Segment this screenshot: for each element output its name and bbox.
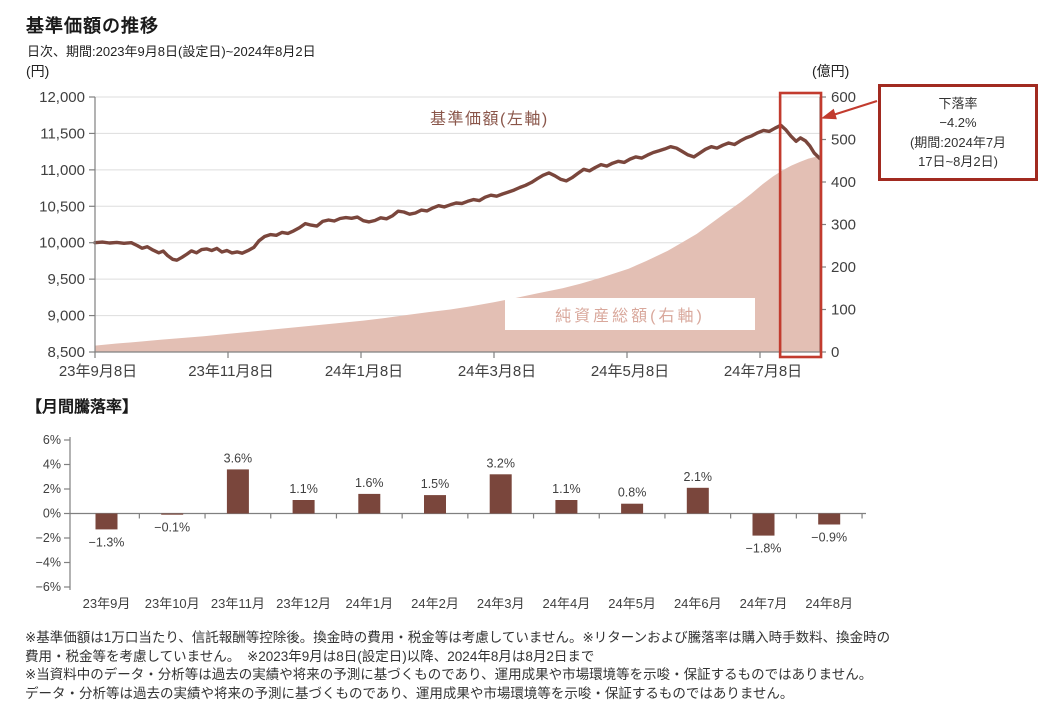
bar-category-label: 24年3月 [477,596,525,611]
footnote-line-3: ※当資料中のデータ・分析等は過去の実績や将来の予測に基づくものであり、運用成果や… [25,667,873,683]
right-axis-unit: (億円) [812,63,850,79]
bar [555,500,578,514]
bar-y-axis-tick-label: −2% [36,531,61,545]
bar-value-label: −1.8% [746,542,782,556]
footnotes: ※基準価額は1万口当たり、信託報酬等控除後。換金時の費用・税金等は考慮していませ… [25,629,1030,703]
bar-value-label: 3.6% [224,451,253,465]
left-axis-tick-label: 12,000 [39,89,85,106]
left-axis-tick-label: 10,500 [39,198,85,215]
bar [489,474,512,514]
right-axis-tick-label: 100 [831,302,856,319]
net-assets-series-label: 純資産総額(右軸) [505,298,755,330]
x-axis-tick-label: 24年1月8日 [325,363,403,380]
bar [95,513,118,530]
bar-category-label: 23年9月 [83,596,131,611]
bar-value-label: 0.8% [618,486,647,500]
x-axis-tick-label: 23年11月8日 [188,363,274,380]
nav-series-label: 基準価額(左軸) [430,111,549,128]
left-axis-tick-label: 8,500 [47,344,85,361]
footnote-line-2: 費用・税金等を考慮していません。 ※2023年9月は8日(設定日)以降、2024… [25,648,595,664]
x-axis-tick-label: 23年9月8日 [59,363,137,380]
bar [621,503,644,514]
right-axis-tick-label: 600 [831,89,856,106]
bar [226,469,249,514]
bar-y-axis-tick-label: −4% [36,556,61,570]
footnote-line-1: ※基準価額は1万口当たり、信託報酬等控除後。換金時の費用・税金等は考慮していませ… [25,630,891,645]
nav-chart-title: 基準価額の推移 [26,16,159,36]
bar-category-label: 24年5月 [608,596,656,611]
annotation-arrow-line [832,99,878,117]
annotation-arrow-head [821,108,837,120]
bar-category-label: 24年7月 [740,596,788,611]
bar-value-label: 1.1% [289,482,318,496]
left-axis-unit: (円) [26,63,50,79]
bar-category-label: 23年12月 [276,596,331,611]
x-axis-tick-label: 24年3月8日 [458,363,536,380]
x-axis-tick-label: 24年7月8日 [724,363,802,380]
bar-category-label: 24年2月 [411,596,459,611]
bar-category-label: 23年11月 [211,596,265,611]
left-axis-tick-label: 9,500 [47,271,85,288]
bar [686,487,709,514]
left-axis-tick-label: 10,000 [39,235,85,252]
drawdown-annotation-box: 下落率 −4.2% (期間:2024年7月 17日~8月2日) [878,84,1038,181]
bar-category-label: 24年4月 [543,596,591,611]
bar-value-label: −0.1% [154,521,190,535]
bar-y-axis-tick-label: 4% [43,458,61,472]
left-axis-tick-label: 9,000 [47,308,85,325]
bar-category-label: 24年6月 [674,596,722,611]
bar-value-label: 3.2% [486,456,515,470]
right-axis-tick-label: 500 [831,132,856,149]
bar [818,513,841,525]
bar [161,513,184,515]
annotation-line-2: −4.2% [939,115,977,130]
bar-value-label: 1.1% [552,482,581,496]
x-axis-tick-label: 24年5月8日 [591,363,669,380]
annotation-line-1: 下落率 [938,95,978,111]
bar-value-label: −1.3% [89,535,125,549]
bar-value-label: 1.6% [355,476,384,490]
bar-value-label: 2.1% [684,470,713,484]
bar-value-label: −0.9% [811,531,847,545]
bar-y-axis-tick-label: −6% [36,580,61,594]
nav-line [93,123,822,262]
footnote-line-4: データ・分析等は過去の実績や将来の予測に基づくものであり、運用成果や市場環境等を… [25,685,794,701]
annotation-line-4: 17日~8月2日) [918,154,998,169]
highlight-rect [778,91,823,359]
left-axis-tick-label: 11,500 [40,125,85,142]
left-axis-tick-label: 11,000 [40,162,85,179]
annotation-line-3: (期間:2024年7月 [909,134,1007,150]
bar-category-label: 24年8月 [805,596,853,611]
right-axis-tick-label: 300 [831,217,856,234]
bar-category-label: 24年1月 [345,596,393,611]
monthly-return-title: 【月間騰落率】 [26,399,139,416]
right-axis-tick-label: 0 [831,344,839,361]
bar-value-label: 1.5% [421,477,450,491]
bar [424,495,446,514]
bar [358,493,381,514]
right-axis-tick-label: 400 [831,174,856,191]
nav-chart-subtitle: 日次、期間:2023年9月8日(設定日)~2024年8月2日 [27,44,316,59]
bar-y-axis-tick-label: 2% [43,482,61,496]
bar [752,513,775,536]
right-axis-tick-label: 200 [831,259,856,276]
bar-y-axis-tick-label: 6% [43,433,61,447]
bar-category-label: 23年10月 [145,596,200,611]
bar [292,500,315,514]
bar-y-axis-tick-label: 0% [43,507,61,521]
